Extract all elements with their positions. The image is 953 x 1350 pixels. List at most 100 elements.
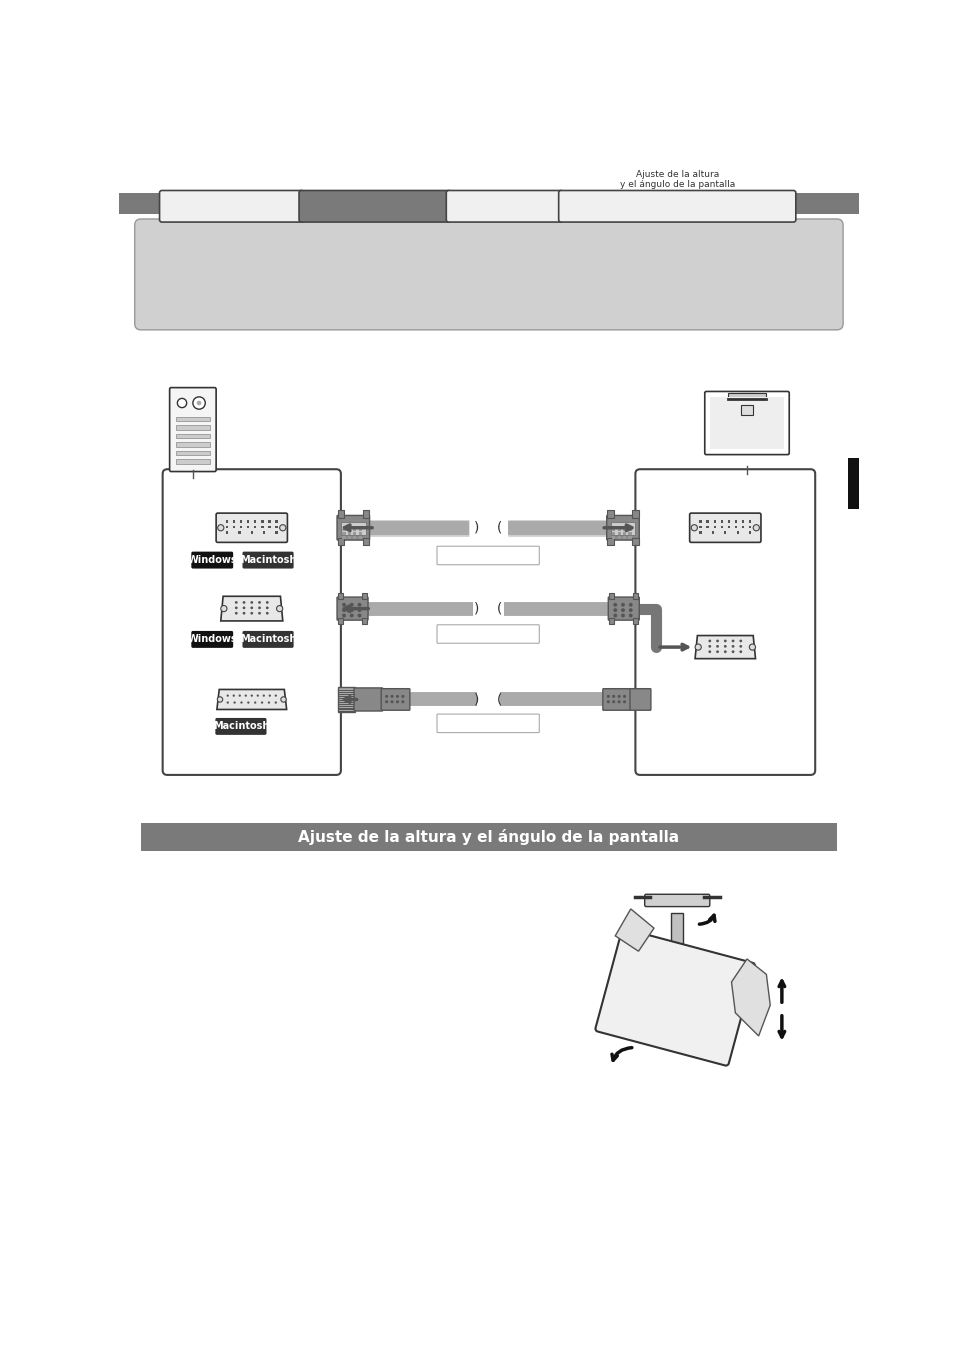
Bar [141, 822, 836, 850]
Bar [175, 425, 210, 429]
Circle shape [266, 612, 269, 614]
Text: Ajuste de la altura y el ángulo de la pantalla: Ajuste de la altura y el ángulo de la pa… [298, 829, 679, 845]
Polygon shape [731, 958, 769, 1035]
Circle shape [274, 702, 276, 703]
Circle shape [606, 701, 609, 703]
Bar [175, 451, 210, 455]
Bar [337, 510, 344, 518]
Circle shape [739, 640, 741, 643]
Bar [337, 687, 355, 711]
FancyBboxPatch shape [602, 688, 631, 710]
FancyBboxPatch shape [336, 516, 369, 540]
Bar [119, 193, 858, 215]
Bar [617, 528, 620, 531]
Circle shape [723, 651, 726, 653]
FancyBboxPatch shape [436, 714, 538, 733]
Circle shape [177, 398, 187, 408]
Polygon shape [615, 909, 654, 952]
Bar [709, 397, 783, 450]
Circle shape [274, 694, 276, 697]
Circle shape [253, 702, 256, 703]
Bar [740, 393, 753, 409]
Bar [632, 510, 638, 518]
FancyBboxPatch shape [436, 547, 538, 564]
Text: )    (: ) ( [474, 693, 502, 706]
Bar [240, 521, 242, 522]
Circle shape [258, 601, 261, 603]
Circle shape [238, 694, 241, 697]
FancyBboxPatch shape [216, 513, 287, 543]
FancyBboxPatch shape [629, 688, 650, 710]
Circle shape [350, 614, 354, 617]
Bar [622, 536, 625, 539]
Bar [247, 526, 249, 528]
Bar [622, 528, 625, 531]
FancyBboxPatch shape [215, 718, 266, 734]
Circle shape [234, 601, 237, 603]
Circle shape [716, 645, 719, 648]
Bar [723, 531, 725, 533]
Bar [617, 532, 620, 535]
Circle shape [266, 606, 269, 609]
FancyBboxPatch shape [558, 190, 795, 221]
Circle shape [251, 694, 253, 697]
Bar [175, 417, 210, 421]
Circle shape [242, 606, 245, 609]
Circle shape [260, 702, 263, 703]
Bar [348, 532, 351, 535]
Bar [342, 532, 345, 535]
Polygon shape [695, 636, 755, 659]
Bar [748, 531, 750, 533]
FancyBboxPatch shape [606, 516, 639, 540]
Bar [358, 528, 361, 531]
Text: Macintosh: Macintosh [239, 555, 296, 566]
Circle shape [748, 644, 755, 651]
Bar [713, 526, 715, 528]
Bar [633, 618, 638, 624]
FancyBboxPatch shape [192, 630, 233, 648]
Circle shape [357, 609, 361, 612]
Bar [275, 531, 277, 533]
FancyBboxPatch shape [354, 688, 382, 711]
Circle shape [242, 601, 245, 603]
Bar [337, 618, 343, 624]
Circle shape [233, 694, 234, 697]
Bar [268, 521, 271, 522]
Bar [608, 593, 614, 599]
Bar [612, 528, 615, 531]
Bar [362, 537, 369, 545]
FancyBboxPatch shape [689, 513, 760, 543]
Circle shape [234, 606, 237, 609]
Bar [247, 521, 249, 522]
Circle shape [612, 695, 615, 698]
Bar [734, 526, 737, 528]
FancyBboxPatch shape [644, 894, 709, 907]
Bar [340, 521, 365, 536]
Bar [240, 526, 242, 528]
Circle shape [731, 640, 734, 643]
Bar [361, 618, 367, 624]
Bar [670, 913, 682, 954]
Bar [628, 528, 631, 531]
Circle shape [342, 609, 346, 612]
Circle shape [731, 645, 734, 648]
Bar [337, 537, 344, 545]
Circle shape [385, 695, 388, 698]
Circle shape [342, 614, 346, 617]
FancyBboxPatch shape [242, 552, 294, 568]
Circle shape [390, 701, 394, 703]
Text: Windows: Windows [187, 555, 236, 566]
Bar [741, 521, 743, 522]
Circle shape [279, 525, 286, 531]
Circle shape [628, 609, 632, 612]
Circle shape [620, 603, 624, 606]
Circle shape [280, 697, 286, 702]
Bar [632, 537, 638, 545]
FancyBboxPatch shape [608, 597, 639, 620]
Circle shape [242, 612, 245, 614]
Bar [699, 531, 700, 533]
Bar [358, 536, 361, 539]
Circle shape [613, 614, 617, 617]
Bar [362, 510, 369, 518]
Text: )    (: ) ( [474, 602, 502, 616]
